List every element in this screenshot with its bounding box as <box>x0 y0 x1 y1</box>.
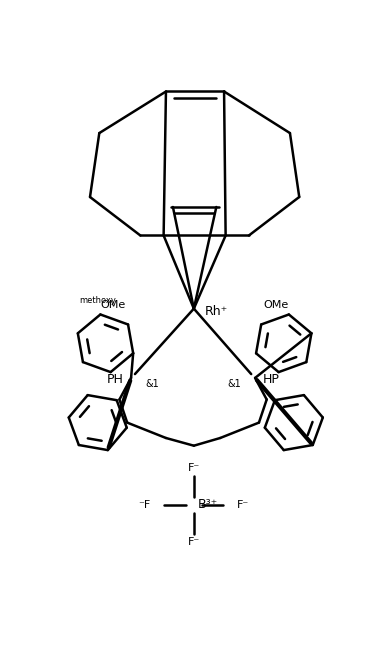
Text: HP: HP <box>263 373 280 386</box>
Text: B³⁺: B³⁺ <box>198 498 218 512</box>
Text: methoxy: methoxy <box>79 296 116 305</box>
Text: &1: &1 <box>227 379 241 389</box>
Text: ⁻F: ⁻F <box>138 500 150 510</box>
Text: F⁻: F⁻ <box>188 463 200 473</box>
Text: Rh⁺: Rh⁺ <box>205 305 228 318</box>
Text: OMe: OMe <box>101 300 126 310</box>
Text: PH: PH <box>106 373 123 386</box>
Text: OMe: OMe <box>263 300 289 310</box>
Text: F⁻: F⁻ <box>188 537 200 547</box>
Text: F⁻: F⁻ <box>237 500 249 510</box>
Text: &1: &1 <box>145 379 159 389</box>
